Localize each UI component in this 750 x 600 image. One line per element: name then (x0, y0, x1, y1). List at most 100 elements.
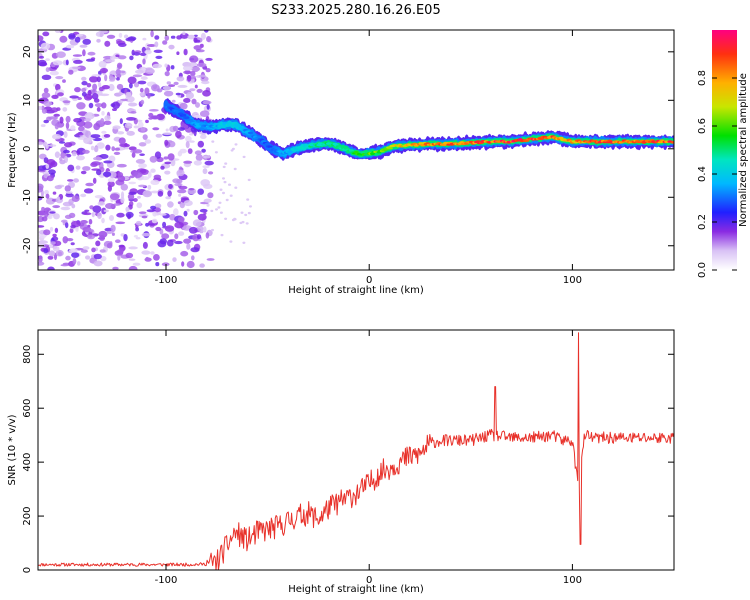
noise-blob (88, 218, 93, 225)
noise-blob (60, 206, 71, 211)
noise-blob (90, 134, 101, 139)
noise-blob (233, 217, 237, 221)
noise-blob (195, 226, 204, 231)
noise-blob (190, 247, 200, 253)
noise-blob (112, 266, 119, 270)
noise-blob (57, 92, 64, 97)
noise-blob (193, 37, 198, 43)
noise-blob (87, 51, 96, 56)
noise-blob (93, 146, 99, 153)
noise-blob (55, 83, 61, 91)
noise-blob (219, 211, 223, 214)
noise-blob (101, 111, 105, 116)
noise-blob (202, 165, 210, 169)
noise-blob (165, 196, 172, 200)
noise-blob (46, 159, 56, 166)
noise-blob (176, 51, 180, 55)
noise-blob (126, 130, 135, 136)
noise-blob (54, 123, 59, 130)
noise-blob (225, 198, 229, 202)
colorbar-tick-label: 0.2 (697, 214, 708, 230)
noise-blob (128, 146, 137, 151)
noise-blob (242, 241, 246, 244)
noise-blob (105, 59, 115, 63)
noise-blob (82, 166, 91, 171)
noise-blob (76, 102, 86, 110)
noise-blob (219, 188, 223, 191)
noise-blob (149, 155, 158, 163)
x-tick-label: 100 (563, 275, 582, 286)
noise-blob (66, 238, 74, 242)
noise-blob (193, 45, 202, 51)
noise-blob (111, 232, 115, 236)
noise-blob (109, 215, 114, 221)
noise-blob (119, 143, 124, 147)
noise-blob (234, 186, 238, 189)
noise-blob (201, 80, 210, 85)
noise-blob (43, 229, 51, 236)
noise-blob (49, 226, 54, 232)
noise-blob (130, 111, 137, 114)
noise-blob (79, 44, 88, 48)
noise-blob (164, 225, 175, 232)
noise-blob (202, 100, 212, 105)
noise-blob (163, 90, 174, 97)
noise-blob (65, 59, 69, 66)
noise-blob (178, 231, 185, 236)
noise-blob (178, 193, 182, 197)
noise-blob (170, 35, 176, 39)
noise-blob (59, 157, 63, 161)
noise-blob (82, 226, 92, 233)
noise-blob (103, 120, 112, 126)
noise-blob (97, 201, 106, 206)
noise-blob (45, 193, 50, 199)
noise-blob (133, 52, 141, 56)
noise-blob (128, 265, 138, 270)
noise-blob (176, 76, 185, 82)
noise-blob (91, 74, 102, 77)
noise-blob (116, 212, 125, 218)
noise-blob (83, 212, 92, 216)
noise-blob (222, 165, 226, 169)
x-tick-label: -100 (155, 575, 178, 586)
noise-blob (148, 223, 155, 226)
noise-blob (94, 195, 104, 199)
noise-blob (69, 95, 79, 99)
y-tick-label: 400 (22, 453, 33, 472)
noise-blob (152, 63, 163, 69)
noise-blob (116, 62, 123, 69)
noise-blob (51, 94, 59, 99)
noise-blob (139, 153, 145, 156)
noise-blob (200, 179, 210, 187)
noise-blob (142, 241, 148, 249)
noise-blob (241, 220, 245, 224)
noise-blob (117, 175, 126, 183)
noise-blob (47, 266, 55, 270)
noise-blob (173, 81, 179, 86)
noise-blob (48, 250, 56, 257)
noise-blob (142, 134, 148, 141)
noise-blob (179, 102, 188, 110)
noise-blob (170, 159, 176, 167)
noise-blob (108, 171, 117, 179)
noise-blob (173, 208, 179, 216)
noise-blob (88, 102, 94, 109)
noise-blob (120, 196, 125, 204)
noise-blob (155, 262, 160, 267)
noise-blob (72, 151, 77, 157)
noise-blob (41, 108, 47, 114)
noise-blob (52, 205, 60, 209)
noise-blob (155, 226, 162, 232)
y-tick-label: 800 (22, 345, 33, 364)
noise-blob (106, 230, 113, 234)
noise-blob (204, 30, 209, 33)
noise-blob (85, 182, 94, 187)
noise-blob (96, 142, 105, 149)
noise-blob (125, 206, 130, 212)
snr-plot-area (38, 330, 674, 570)
noise-blob (178, 185, 188, 190)
noise-blob (116, 131, 125, 135)
snr-x-ticks: -100 0 100 (155, 330, 582, 586)
ridge-mark (291, 149, 297, 152)
noise-blob (83, 188, 94, 194)
